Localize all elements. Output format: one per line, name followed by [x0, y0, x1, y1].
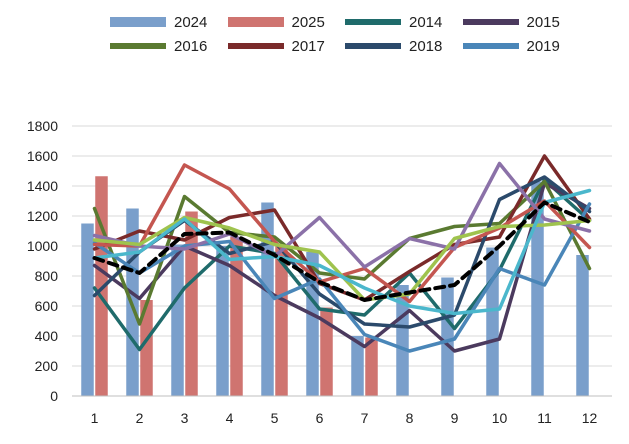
bar-2024-7	[351, 336, 364, 396]
bar-2025-3	[185, 211, 198, 396]
x-tick-label: 7	[361, 410, 369, 426]
legend-swatch-2025	[227, 17, 284, 27]
legend-item-2019: 2019	[462, 37, 581, 55]
x-tick-label: 11	[537, 410, 552, 426]
legend-swatch-2019	[462, 43, 519, 49]
legend-swatch-2017	[227, 43, 284, 49]
series-line-2019	[92, 202, 592, 353]
legend-label-2025: 2025	[291, 13, 325, 31]
y-tick-label: 200	[35, 358, 59, 374]
line-series	[92, 154, 592, 353]
legend-item-2018: 2018	[345, 38, 463, 55]
bar-2024-11	[531, 181, 544, 396]
x-tick-label: 4	[226, 410, 234, 426]
x-tick-label: 3	[181, 410, 189, 426]
x-tick-label: 5	[271, 410, 279, 426]
legend-item-2017: 2017	[227, 37, 346, 55]
bar-2024-1	[81, 223, 94, 396]
legend-swatch-2018	[345, 43, 401, 49]
x-axis-tick-labels: 1 2 3 4 5 6 7 8 9 10 11 12	[91, 410, 598, 426]
legend-row-1: 2024 2025 2014 2015	[110, 10, 580, 34]
y-tick-label: 600	[35, 298, 59, 314]
y-tick-label: 1800	[27, 118, 58, 134]
legend-label-2018: 2018	[409, 37, 443, 55]
y-tick-label: 400	[35, 328, 59, 344]
bar-series	[81, 176, 589, 396]
bar-2024-3	[171, 244, 184, 396]
y-tick-label: 800	[35, 268, 59, 284]
legend-label-2015: 2015	[526, 13, 560, 31]
x-tick-label: 10	[492, 410, 508, 426]
bar-2024-12	[576, 255, 589, 396]
y-tick-label: 1600	[27, 148, 58, 164]
legend-item-2015: 2015	[462, 13, 581, 31]
y-tick-label: 1000	[27, 238, 58, 254]
x-tick-label: 2	[136, 410, 144, 426]
legend-swatch-2024	[110, 17, 166, 27]
legend-label-2024: 2024	[174, 13, 208, 31]
legend-item-2014: 2014	[345, 14, 463, 31]
legend-label-2014: 2014	[409, 13, 443, 31]
series-line-2016	[92, 179, 592, 326]
legend-item-2016: 2016	[110, 38, 228, 55]
bar-2025-6	[320, 307, 333, 396]
legend-row-2: 2016 2017 2018 2019	[110, 34, 580, 58]
legend-label-2017: 2017	[291, 37, 325, 55]
chart-legend: 2024 2025 2014 2015 2016 2017 2018 2019	[110, 10, 580, 58]
legend-label-2019: 2019	[526, 37, 560, 55]
bar-2025-5	[275, 246, 288, 396]
legend-item-2024: 2024	[110, 14, 228, 31]
bar-2025-2	[140, 300, 153, 396]
legend-item-2025: 2025	[227, 13, 346, 31]
bar-2025-7	[365, 337, 378, 396]
x-tick-label: 6	[316, 410, 324, 426]
legend-swatch-2014	[345, 19, 401, 25]
x-tick-label: 8	[406, 410, 414, 426]
y-tick-label: 0	[50, 388, 58, 404]
series-line-2014	[92, 178, 592, 352]
series-line-2015	[92, 181, 592, 353]
y-tick-label: 1400	[27, 178, 58, 194]
y-axis-tick-labels: 0 200 400 600 800 1000 1200 1400 1600 1800	[27, 118, 58, 404]
legend-swatch-2015	[462, 19, 519, 25]
series-line-unlabeled-7	[92, 161, 592, 269]
series-line-unlabeled-10	[92, 200, 592, 302]
x-tick-label: 1	[91, 410, 99, 426]
y-tick-label: 1200	[27, 208, 58, 224]
bar-2024-4	[216, 246, 229, 396]
legend-label-2016: 2016	[174, 37, 208, 55]
series-line-unlabeled-9	[92, 188, 592, 316]
legend-swatch-2016	[110, 43, 166, 49]
x-tick-label: 12	[582, 410, 598, 426]
bar-2024-9	[441, 277, 454, 396]
bar-2025-4	[230, 237, 243, 396]
x-tick-label: 9	[451, 410, 459, 426]
